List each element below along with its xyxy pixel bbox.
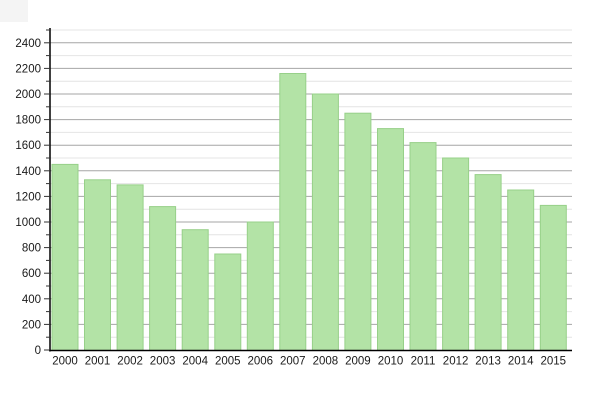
bar-2011 xyxy=(409,142,437,351)
screenshot-corner-artifact xyxy=(0,0,28,22)
bar-2009 xyxy=(344,112,372,351)
x-tick-label-2012: 2012 xyxy=(443,356,469,368)
bar-2008 xyxy=(311,93,339,351)
bar-2012 xyxy=(442,157,470,351)
x-tick-label-2005: 2005 xyxy=(215,356,241,368)
x-tick-label-2000: 2000 xyxy=(52,356,78,368)
y-tick-label-1000: 1000 xyxy=(15,217,41,229)
bar-2004 xyxy=(181,229,209,351)
y-tick-label-1800: 1800 xyxy=(15,115,41,127)
y-tick-label-200: 200 xyxy=(22,319,41,331)
x-tick-label-2010: 2010 xyxy=(378,356,404,368)
x-tick-label-2002: 2002 xyxy=(117,356,143,368)
bar-2005 xyxy=(214,253,242,351)
y-tick-label-600: 600 xyxy=(22,268,41,280)
bar-2014 xyxy=(507,189,535,351)
bar-2015 xyxy=(539,204,567,351)
y-tick-label-2400: 2400 xyxy=(15,38,41,50)
x-tick-label-2015: 2015 xyxy=(541,356,567,368)
x-tick-label-2001: 2001 xyxy=(85,356,111,368)
y-tick-label-0: 0 xyxy=(35,345,41,357)
x-tick-label-2013: 2013 xyxy=(475,356,501,368)
y-tick-label-800: 800 xyxy=(22,243,41,255)
y-tick-label-1200: 1200 xyxy=(15,191,41,203)
x-tick-label-2006: 2006 xyxy=(248,356,274,368)
bar-2001 xyxy=(84,179,111,351)
y-tick-label-2000: 2000 xyxy=(15,89,41,101)
x-tick-label-2003: 2003 xyxy=(150,356,176,368)
bar-2000 xyxy=(51,163,79,351)
x-tick-label-2004: 2004 xyxy=(182,356,208,368)
x-tick-label-2007: 2007 xyxy=(280,356,306,368)
y-tick-label-400: 400 xyxy=(22,294,41,306)
x-tick-label-2008: 2008 xyxy=(313,356,339,368)
bar-2013 xyxy=(474,174,502,351)
y-tick-label-1600: 1600 xyxy=(15,140,41,152)
bar-2003 xyxy=(149,206,177,351)
bar-2010 xyxy=(377,128,404,351)
x-tick-label-2011: 2011 xyxy=(411,356,436,368)
x-tick-label-2014: 2014 xyxy=(508,356,534,368)
y-tick-label-1400: 1400 xyxy=(15,166,41,178)
bar-2002 xyxy=(116,184,144,351)
x-tick-label-2009: 2009 xyxy=(345,356,371,368)
bar-2007 xyxy=(279,73,307,351)
y-tick-label-2200: 2200 xyxy=(15,63,41,75)
bar-2006 xyxy=(246,221,274,351)
